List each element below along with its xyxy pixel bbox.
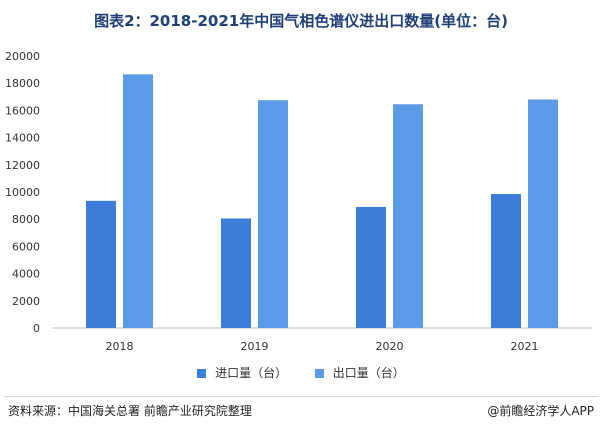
- legend-label-import: 进口量（台）: [215, 366, 288, 380]
- y-tick-label: 12000: [5, 159, 40, 172]
- legend-label-export: 出口量（台）: [332, 366, 405, 380]
- import-bar-2019: [221, 218, 251, 328]
- source-note: 资料来源：中国海关总署 前瞻产业研究院整理: [8, 404, 252, 418]
- y-tick-label: 10000: [5, 186, 40, 199]
- x-tick-label: 2021: [511, 340, 539, 353]
- y-tick-label: 20000: [5, 50, 40, 63]
- legend-swatch-export: [314, 369, 324, 378]
- legend: 进口量（台） 出口量（台）: [0, 364, 602, 381]
- y-tick-label: 16000: [5, 104, 40, 117]
- import-bar-2021: [491, 194, 521, 328]
- chart-title: 图表2：2018-2021年中国气相色谱仪进出口数量(单位：台): [94, 12, 508, 30]
- y-tick-label: 8000: [12, 213, 40, 226]
- export-bar-2020: [393, 104, 423, 328]
- y-tick-label: 0: [33, 322, 40, 335]
- x-tick-label: 2019: [241, 340, 269, 353]
- y-tick-label: 2000: [12, 295, 40, 308]
- legend-item-export: 出口量（台）: [314, 364, 405, 381]
- y-tick-label: 4000: [12, 268, 40, 281]
- legend-item-import: 进口量（台）: [197, 364, 287, 381]
- y-axis: 0 2000 4000 6000 8000 10000 12000 14000 16000 180…: [5, 50, 592, 335]
- x-tick-label: 2020: [376, 340, 404, 353]
- export-bar-2021: [528, 99, 558, 329]
- export-bar-2019: [258, 100, 288, 328]
- import-bar-2018: [86, 200, 116, 328]
- export-bar-2018: [123, 74, 153, 328]
- footer-divider: [4, 396, 598, 397]
- x-tick-label: 2018: [106, 340, 134, 353]
- x-axis: 2018 2019 2020 2021: [106, 340, 539, 353]
- y-tick-label: 6000: [12, 240, 40, 253]
- import-bar-2020: [356, 206, 386, 328]
- y-tick-label: 18000: [5, 77, 40, 90]
- legend-swatch-import: [197, 369, 207, 378]
- y-tick-label: 14000: [5, 132, 40, 145]
- bars: [86, 74, 558, 329]
- credit-note: @前瞻经济学人APP: [487, 404, 594, 418]
